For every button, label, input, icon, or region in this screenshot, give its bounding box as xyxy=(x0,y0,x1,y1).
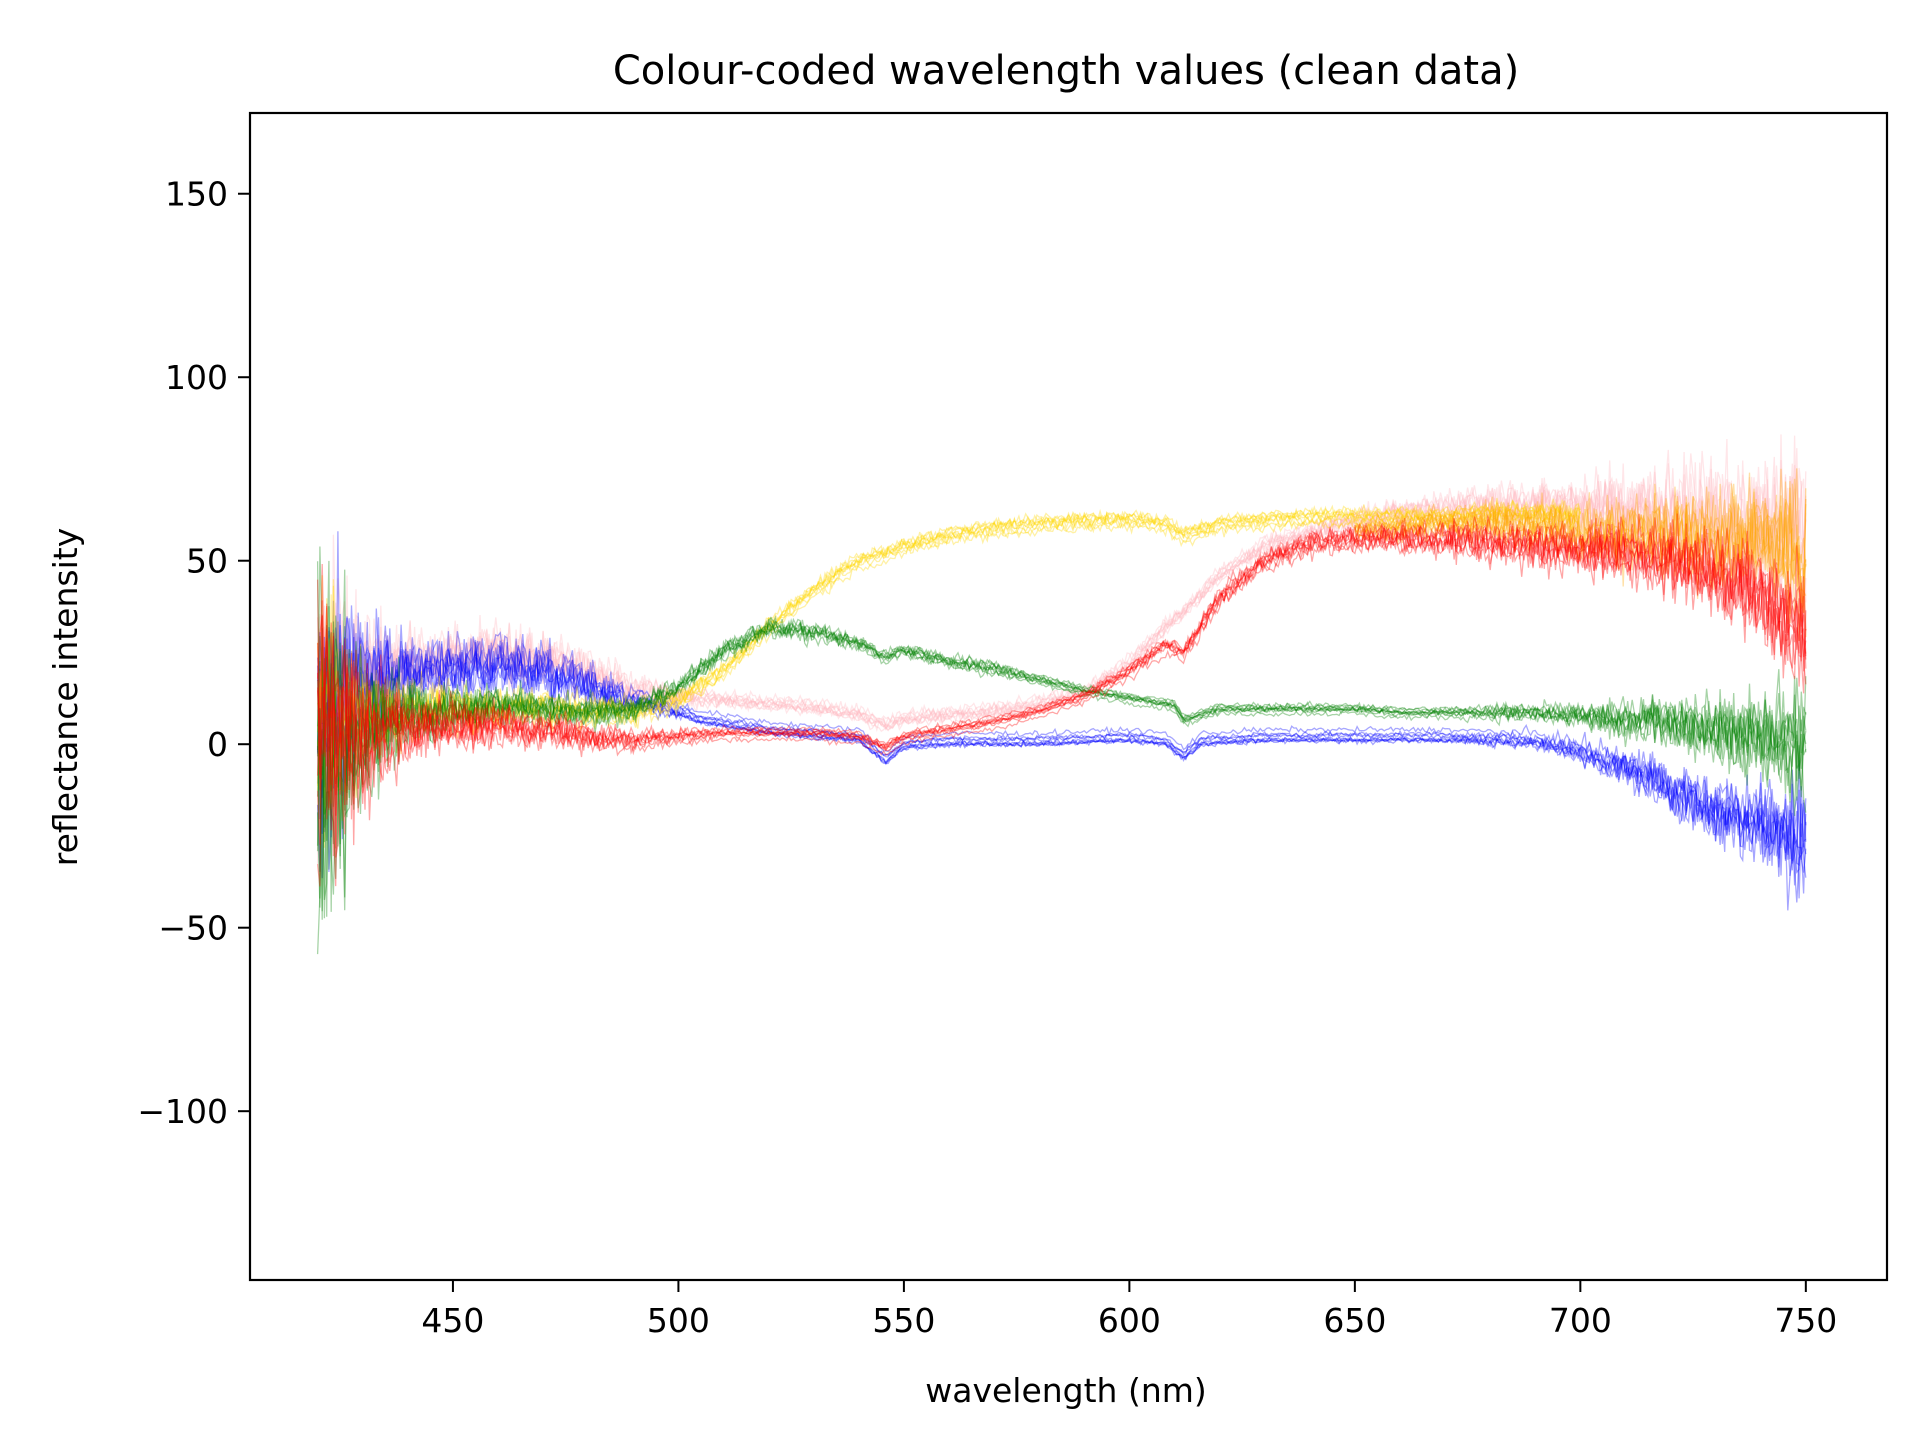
spectrum-trace xyxy=(316,617,1807,879)
x-tick-label: 650 xyxy=(1323,1301,1386,1340)
spectrum-trace xyxy=(316,513,1807,831)
spectrum-trace xyxy=(316,516,1807,849)
x-tick-label: 750 xyxy=(1774,1301,1837,1340)
spectrum-trace xyxy=(316,497,1581,810)
spectrum-trace xyxy=(1354,481,1807,613)
spectrum-trace xyxy=(316,622,1807,894)
y-axis-label: reflectance intensity xyxy=(46,528,85,866)
spectrum-trace xyxy=(316,511,1581,798)
x-tick-label: 550 xyxy=(872,1301,935,1340)
spectrum-trace xyxy=(1354,497,1807,583)
plot-area xyxy=(316,434,1807,955)
spectrum-trace xyxy=(316,616,1807,919)
spectrum-trace xyxy=(316,600,1807,873)
spectrum-trace xyxy=(316,517,1807,858)
spectrum-trace xyxy=(316,620,1807,870)
spectrum-trace xyxy=(1354,481,1807,587)
x-tick-label: 450 xyxy=(421,1301,484,1340)
spectrum-trace xyxy=(316,462,1807,879)
spectrum-trace xyxy=(1354,468,1807,616)
spectrum-trace xyxy=(316,434,1807,865)
x-tick-label: 700 xyxy=(1549,1301,1612,1340)
spectrum-trace xyxy=(316,624,1807,876)
x-tick-label: 500 xyxy=(647,1301,710,1340)
spectrum-trace xyxy=(316,435,1807,772)
x-axis: 450 500 550 600 650 700 750 xyxy=(421,1280,1837,1340)
spectrum-trace xyxy=(1354,472,1807,599)
spectrum-trace xyxy=(316,450,1807,817)
series-0 xyxy=(316,434,1807,879)
spectrum-trace xyxy=(316,516,1807,887)
series-1 xyxy=(316,531,1807,911)
y-tick-label: 150 xyxy=(165,175,228,214)
chart-title: Colour-coded wavelength values (clean da… xyxy=(613,48,1519,94)
spectrum-trace xyxy=(316,438,1807,840)
plot-frame xyxy=(248,111,1889,1282)
y-axis: −100 −50 0 50 100 150 xyxy=(137,175,250,1131)
spectrum-trace xyxy=(316,518,1807,835)
spectrum-trace xyxy=(1354,500,1807,604)
y-tick-label: 50 xyxy=(186,542,228,581)
spectrum-trace xyxy=(316,523,1807,809)
spectrum-trace xyxy=(316,509,1581,822)
spectrum-trace xyxy=(316,498,1581,765)
spectrum-trace xyxy=(316,519,1807,810)
series-3 xyxy=(316,546,1807,955)
spectrum-trace xyxy=(316,518,1807,820)
spectrum-trace xyxy=(316,561,1807,912)
spectrum-trace xyxy=(316,499,1581,786)
spectrum-trace xyxy=(316,642,1807,886)
y-tick-label: 0 xyxy=(207,725,228,764)
spectrum-trace xyxy=(316,513,1807,887)
spectrum-trace xyxy=(1354,468,1807,625)
spectrum-trace xyxy=(316,503,1581,848)
spectrum-trace xyxy=(316,617,1807,903)
series-4 xyxy=(1354,468,1807,642)
x-axis-label: wavelength (nm) xyxy=(925,1371,1207,1410)
spectrum-trace xyxy=(316,560,1807,895)
y-tick-label: −50 xyxy=(158,909,228,948)
spectrum-trace xyxy=(316,606,1807,920)
spectrum-trace xyxy=(316,615,1807,955)
spectrum-trace xyxy=(316,632,1807,911)
spectrum-trace xyxy=(1354,478,1807,638)
spectrum-trace xyxy=(316,504,1581,804)
spectrum-trace xyxy=(316,456,1807,826)
series-2 xyxy=(316,497,1581,848)
spectrum-trace xyxy=(316,615,1807,841)
spectrum-trace xyxy=(316,504,1581,814)
spectrum-trace xyxy=(316,608,1807,877)
spectrum-trace xyxy=(316,616,1807,908)
x-tick-label: 600 xyxy=(1098,1301,1161,1340)
spectrum-trace xyxy=(316,455,1807,865)
spectrum-trace xyxy=(316,531,1807,866)
spectrum-trace xyxy=(316,546,1807,911)
spectrum-trace xyxy=(316,501,1581,791)
spectrum-trace xyxy=(316,453,1807,769)
y-tick-label: −100 xyxy=(137,1092,228,1131)
spectrum-trace xyxy=(316,448,1807,828)
y-tick-label: 100 xyxy=(165,358,228,397)
spectrum-trace xyxy=(1354,483,1807,642)
series-5 xyxy=(316,513,1807,887)
